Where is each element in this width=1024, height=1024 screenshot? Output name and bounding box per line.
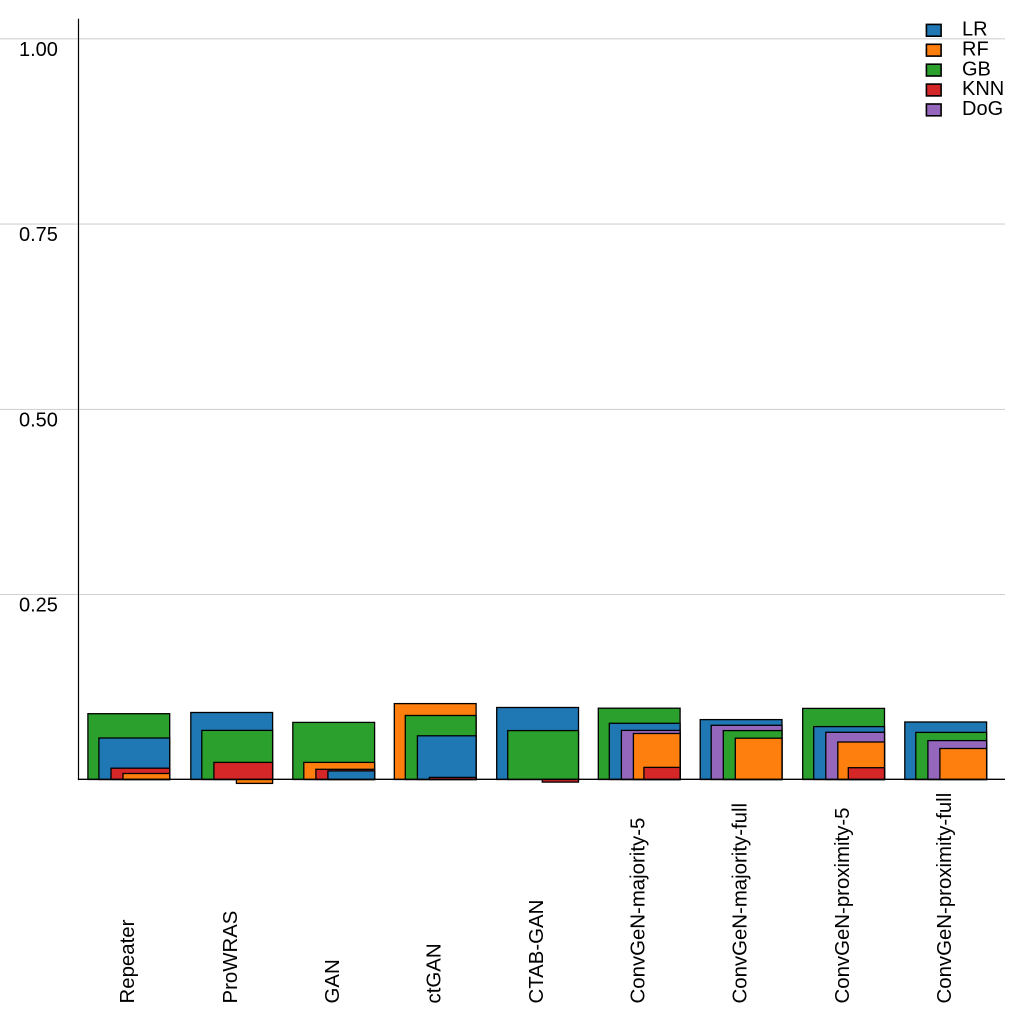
svg-text:GB: GB: [962, 58, 991, 80]
svg-text:ConvGeN-proximity-5: ConvGeN-proximity-5: [832, 807, 854, 1003]
svg-text:LR: LR: [962, 19, 988, 41]
svg-text:ConvGeN-proximity-full: ConvGeN-proximity-full: [934, 793, 956, 1004]
svg-text:KNN: KNN: [962, 78, 1004, 100]
svg-text:DoG: DoG: [962, 98, 1003, 120]
svg-text:1.00: 1.00: [19, 39, 58, 61]
svg-text:GAN: GAN: [322, 959, 344, 1003]
svg-text:ConvGeN-majority-5: ConvGeN-majority-5: [628, 818, 650, 1004]
svg-text:ConvGeN-majority-full: ConvGeN-majority-full: [729, 803, 751, 1004]
svg-text:0.25: 0.25: [19, 595, 58, 617]
svg-text:0.75: 0.75: [19, 224, 58, 246]
svg-text:RF: RF: [962, 38, 989, 60]
svg-text:ctGAN: ctGAN: [424, 943, 446, 1003]
svg-text:0.50: 0.50: [19, 409, 58, 431]
svg-text:CTAB-GAN: CTAB-GAN: [526, 900, 548, 1004]
svg-text:ProWRAS: ProWRAS: [220, 911, 242, 1004]
svg-text:Repeater: Repeater: [117, 919, 139, 1003]
